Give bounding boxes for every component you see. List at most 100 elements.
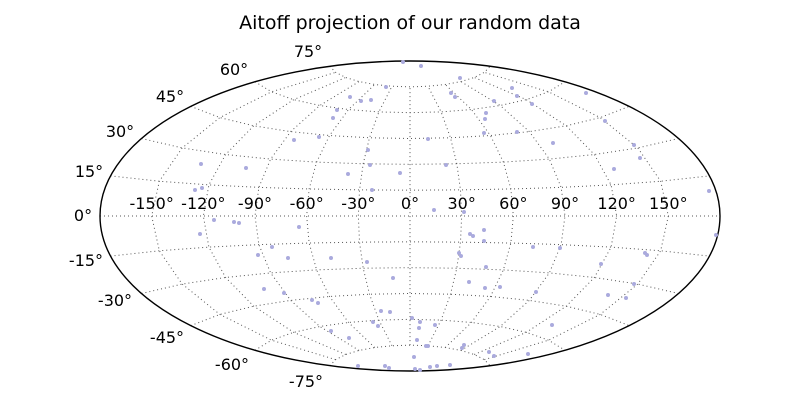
data-point	[484, 111, 488, 115]
grid-line	[254, 81, 566, 114]
grid-line	[190, 105, 630, 140]
data-point	[401, 60, 405, 64]
latitude-label: 75°	[294, 42, 322, 61]
data-point	[462, 343, 466, 347]
grid-line	[329, 344, 491, 367]
data-point	[368, 163, 372, 167]
grid-line	[151, 71, 336, 361]
data-point	[551, 141, 555, 145]
data-point	[331, 116, 335, 120]
data-point	[391, 276, 395, 280]
latitude-label: 15°	[75, 162, 103, 181]
data-point	[444, 163, 448, 167]
data-point	[714, 233, 718, 237]
graticule-grid	[100, 65, 720, 367]
data-point	[624, 296, 628, 300]
data-point	[558, 246, 562, 250]
data-point	[433, 323, 437, 327]
data-point	[413, 367, 417, 371]
grid-line	[306, 84, 376, 348]
longitude-label: 60°	[499, 194, 527, 213]
grid-line	[474, 77, 618, 355]
data-point	[317, 135, 321, 139]
longitude-label: 0°	[401, 194, 419, 213]
data-point	[492, 99, 496, 103]
grid-line	[357, 86, 393, 346]
data-point	[448, 363, 452, 367]
data-point	[198, 232, 202, 236]
data-point	[387, 366, 391, 370]
data-point	[348, 95, 352, 99]
longitude-label: 150°	[649, 194, 688, 213]
longitude-label: -60°	[290, 194, 324, 213]
data-point	[292, 138, 296, 142]
data-point	[459, 254, 463, 258]
data-point	[282, 291, 286, 295]
data-point	[599, 262, 603, 266]
data-point	[603, 119, 607, 123]
data-point	[531, 245, 535, 249]
latitude-label: -45°	[150, 328, 184, 347]
data-point	[612, 167, 616, 171]
data-point	[453, 95, 457, 99]
data-point	[510, 86, 514, 90]
latitude-tick-labels: -75° -60° -45° -30° -15° 0° 15° 30° 45° 60° 75°	[69, 42, 323, 391]
data-point	[638, 156, 642, 160]
data-point	[526, 352, 530, 356]
latitude-label: -15°	[69, 251, 103, 270]
data-point	[415, 338, 419, 342]
data-point	[212, 218, 216, 222]
data-point	[286, 256, 290, 260]
data-point	[371, 320, 375, 324]
data-point	[482, 131, 486, 135]
latitude-label: 30°	[106, 122, 134, 141]
data-point	[515, 94, 519, 98]
data-point	[417, 326, 421, 330]
data-point	[262, 287, 266, 291]
data-point	[410, 316, 414, 320]
grid-line	[329, 65, 491, 88]
data-point	[200, 186, 204, 190]
data-point	[498, 285, 502, 289]
longitude-label: 90°	[551, 194, 579, 213]
latitude-label: -75°	[289, 372, 323, 391]
data-point	[199, 162, 203, 166]
data-point	[483, 286, 487, 290]
grid-line	[427, 86, 463, 346]
data-point	[432, 208, 436, 212]
data-point	[297, 225, 301, 229]
data-point	[232, 220, 236, 224]
data-point	[515, 130, 519, 134]
data-point	[645, 253, 649, 257]
data-point	[435, 364, 439, 368]
data-point	[359, 99, 363, 103]
data-point	[530, 102, 534, 106]
data-point	[632, 282, 636, 286]
data-point	[482, 228, 486, 232]
longitude-label: -30°	[341, 194, 375, 213]
data-point	[329, 256, 333, 260]
data-point	[370, 188, 374, 192]
latitude-label: -30°	[98, 291, 132, 310]
longitude-label: -120°	[181, 194, 225, 213]
data-point	[419, 64, 423, 68]
data-point	[329, 329, 333, 333]
data-point	[460, 346, 464, 350]
latitude-label: 0°	[74, 206, 92, 225]
data-point	[335, 108, 339, 112]
data-point	[316, 301, 320, 305]
data-point	[707, 189, 711, 193]
data-point	[193, 188, 197, 192]
data-point	[426, 137, 430, 141]
map-boundary	[99, 60, 721, 372]
data-point	[606, 293, 610, 297]
data-point	[483, 117, 487, 121]
data-point	[484, 265, 488, 269]
data-point	[365, 260, 369, 264]
data-point	[468, 232, 472, 236]
data-point	[366, 148, 370, 152]
grid-line	[444, 84, 514, 348]
data-point	[398, 171, 402, 175]
data-point	[487, 350, 491, 354]
data-point	[482, 239, 486, 243]
